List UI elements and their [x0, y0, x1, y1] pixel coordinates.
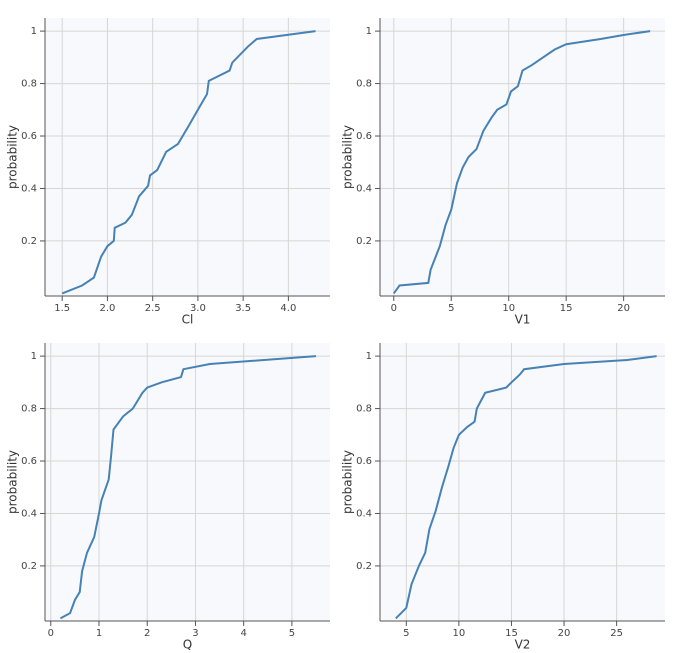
x-axis-label: Q [183, 638, 192, 652]
y-tick-label: 1 [366, 351, 372, 362]
y-tick-label: 1 [31, 351, 37, 362]
x-tick-label: 25 [610, 628, 623, 639]
x-tick-label: 3.5 [235, 303, 251, 314]
x-axis-label: V2 [515, 638, 531, 652]
ecdf-line [59, 355, 317, 620]
x-axis-label: Cl [182, 313, 194, 327]
y-tick-label: 0.4 [356, 508, 372, 519]
y-tick-label: 0.2 [21, 236, 37, 247]
x-tick-label: 2.5 [145, 303, 161, 314]
y-tick-label: 1 [31, 26, 37, 37]
y-tick-label: 0.6 [21, 131, 37, 142]
y-tick-label: 0.4 [21, 183, 37, 194]
y-tick-label: 1 [366, 26, 372, 37]
x-axis-label: V1 [515, 313, 531, 327]
y-tick-label: 0.4 [356, 183, 372, 194]
y-tick-label: 0.8 [356, 79, 372, 90]
plot-area [45, 343, 330, 621]
x-tick-label: 15 [505, 628, 518, 639]
y-tick-label: 0.6 [356, 131, 372, 142]
y-tick-label: 0.2 [21, 561, 37, 572]
y-tick-label: 0.2 [356, 236, 372, 247]
x-tick-label: 3.0 [190, 303, 206, 314]
ecdf-line [395, 355, 657, 620]
plot-area [380, 18, 665, 296]
x-tick-label: 0 [48, 628, 54, 639]
y-axis-label: probability [341, 450, 355, 514]
x-tick-label: 3 [192, 628, 198, 639]
x-tick-label: 5 [448, 303, 454, 314]
x-tick-label: 1.5 [54, 303, 70, 314]
plot-area [45, 18, 330, 296]
x-tick-label: 4 [240, 628, 246, 639]
y-axis-label: probability [341, 125, 355, 189]
x-tick-label: 5 [289, 628, 295, 639]
y-tick-label: 0.6 [356, 456, 372, 467]
ecdf-line [392, 30, 651, 294]
y-axis-label: probability [6, 450, 20, 514]
x-tick-label: 15 [560, 303, 573, 314]
x-tick-label: 1 [96, 628, 102, 639]
x-tick-label: 0 [391, 303, 397, 314]
y-tick-label: 0.2 [356, 561, 372, 572]
x-tick-label: 20 [558, 628, 571, 639]
y-tick-label: 0.8 [21, 79, 37, 90]
x-tick-label: 10 [453, 628, 466, 639]
y-tick-label: 0.8 [356, 404, 372, 415]
y-tick-label: 0.8 [21, 404, 37, 415]
x-tick-label: 5 [403, 628, 409, 639]
y-axis-label: probability [6, 125, 20, 189]
x-tick-label: 20 [617, 303, 630, 314]
ecdf-line [61, 30, 316, 295]
x-tick-label: 2 [144, 628, 150, 639]
y-tick-label: 0.4 [21, 508, 37, 519]
x-tick-label: 4.0 [280, 303, 296, 314]
x-tick-label: 2.0 [99, 303, 115, 314]
plot-area [380, 343, 665, 621]
y-tick-label: 0.6 [21, 456, 37, 467]
x-tick-label: 10 [502, 303, 515, 314]
